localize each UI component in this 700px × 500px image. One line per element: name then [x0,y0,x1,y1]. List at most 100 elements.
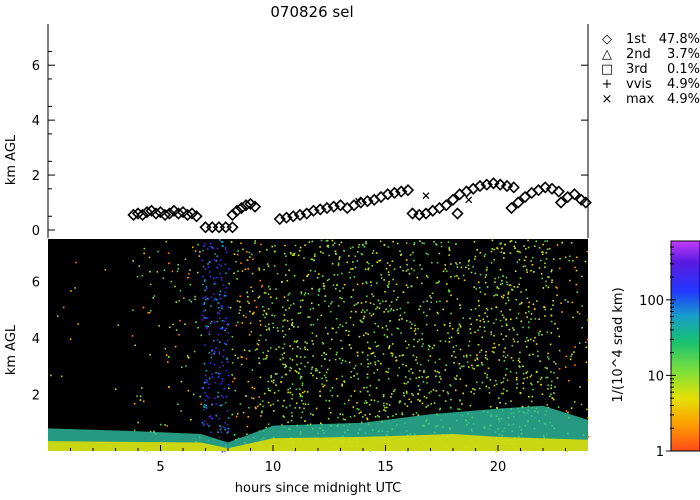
cloud-base-point [163,207,176,220]
backscatter-pixel [459,307,462,309]
backscatter-pixel [363,387,365,389]
backscatter-pixel [378,410,381,413]
backscatter-pixel [513,329,515,331]
backscatter-pixel [196,271,199,274]
backscatter-pixel [502,381,504,383]
backscatter-pixel [285,364,287,367]
backscatter-pixel [251,386,254,389]
backscatter-pixel [423,371,425,373]
backscatter-pixel [387,371,389,373]
backscatter-pixel [205,404,207,407]
backscatter-pixel [430,297,432,299]
backscatter-pixel [393,268,396,270]
backscatter-pixel [290,252,292,255]
backscatter-pixel [299,395,302,398]
backscatter-pixel [585,361,588,363]
backscatter-pixel [467,264,470,267]
backscatter-pixel [348,271,351,274]
backscatter-pixel [187,389,190,392]
backscatter-pixel [471,364,473,367]
backscatter-pixel [455,344,458,347]
backscatter-pixel [430,403,432,405]
backscatter-pixel [550,320,553,323]
backscatter-pixel [223,320,226,323]
top-ytick-label: 4 [32,114,40,129]
backscatter-pixel [365,240,367,243]
backscatter-pixel [357,246,360,248]
backscatter-pixel [311,340,314,342]
backscatter-pixel [482,318,485,321]
top-ytick-label: 6 [32,59,40,74]
backscatter-pixel [230,241,233,243]
backscatter-pixel [574,346,576,348]
backscatter-pixel [282,325,284,328]
backscatter-pixel [584,260,587,263]
backscatter-pixel [343,402,346,405]
backscatter-pixel [415,356,418,359]
cloud-base-point [199,221,212,234]
backscatter-pixel [391,393,393,395]
backscatter-pixel [221,361,223,363]
backscatter-pixel [356,408,359,410]
backscatter-pixel [270,375,272,377]
backscatter-pixel [359,319,362,322]
legend-label: 3rd [626,62,648,77]
backscatter-pixel [339,323,341,326]
backscatter-pixel [226,357,229,360]
backscatter-pixel [406,319,408,322]
backscatter-pixel [310,368,313,371]
backscatter-pixel [210,320,213,323]
backscatter-pixel [432,389,435,391]
backscatter-pixel [291,415,293,417]
backscatter-pixel [366,309,368,312]
backscatter-pixel [203,423,205,425]
backscatter-pixel [459,262,461,264]
backscatter-pixel [310,372,312,374]
backscatter-pixel [541,251,543,253]
backscatter-pixel [501,325,503,327]
cloud-base-point [172,207,185,220]
backscatter-pixel [373,303,375,306]
backscatter-pixel [263,392,266,395]
backscatter-pixel [294,244,297,247]
backscatter-pixel [304,244,306,246]
backscatter-pixel [398,367,401,369]
backscatter-pixel [512,338,515,340]
backscatter-pixel [486,266,488,269]
backscatter-pixel [435,390,438,392]
bottom-ylabel: km AGL [4,324,19,375]
backscatter-pixel [359,390,362,393]
backscatter-pixel [180,380,183,383]
backscatter-pixel [221,395,223,397]
cloud-base-point [451,207,464,220]
backscatter-pixel [259,251,261,253]
backscatter-pixel [502,388,505,390]
backscatter-pixel [286,320,289,322]
backscatter-pixel [231,348,234,351]
backscatter-pixel [215,260,218,262]
backscatter-pixel [203,245,205,247]
backscatter-pixel [268,323,270,326]
backscatter-pixel [283,399,285,402]
backscatter-pixel [405,259,408,261]
backscatter-pixel [422,343,424,345]
backscatter-pixel [319,246,321,248]
backscatter-pixel [449,325,451,327]
backscatter-pixel [269,389,271,392]
backscatter-pixel [163,269,166,271]
backscatter-pixel [366,418,369,421]
backscatter-pixel [509,309,511,311]
backscatter-pixel [522,365,524,368]
backscatter-pixel [523,245,525,247]
backscatter-pixel [385,370,387,373]
cloud-base-point [127,208,140,222]
backscatter-pixel [202,408,205,411]
backscatter-pixel [337,264,340,266]
backscatter-pixel [483,321,485,323]
backscatter-pixel [293,252,296,255]
backscatter-pixel [341,413,344,416]
backscatter-pixel [502,392,504,395]
backscatter-pixel [227,306,229,309]
backscatter-pixel [262,358,265,360]
backscatter-pixel [548,276,550,278]
